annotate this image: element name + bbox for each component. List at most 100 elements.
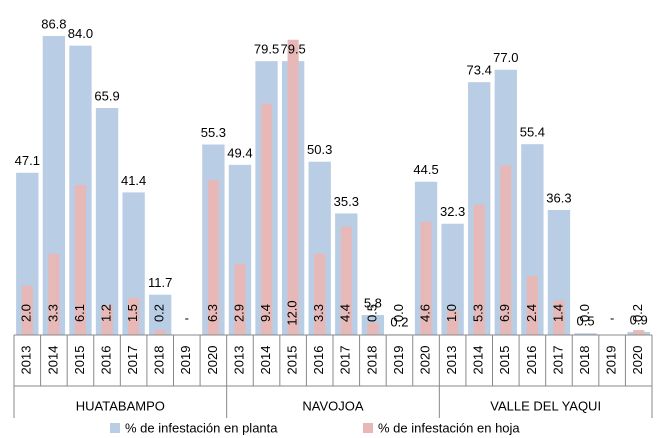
data-label: 0.5 bbox=[364, 304, 379, 322]
x-tick-label: 2013 bbox=[231, 346, 246, 375]
data-label: 55.4 bbox=[520, 125, 545, 140]
x-tick-label: 2019 bbox=[391, 346, 406, 375]
data-label: 12.0 bbox=[285, 300, 300, 325]
data-label: 55.3 bbox=[201, 125, 226, 140]
data-label: 47.1 bbox=[15, 153, 40, 168]
bar bbox=[101, 305, 113, 335]
data-label: 3.3 bbox=[311, 304, 326, 322]
data-label: 5.3 bbox=[471, 304, 486, 322]
data-label: 3.3 bbox=[45, 304, 60, 322]
legend-swatch bbox=[110, 423, 120, 433]
x-tick-label: 2018 bbox=[152, 346, 167, 375]
bar bbox=[314, 253, 326, 335]
x-tick-label: 2015 bbox=[285, 346, 300, 375]
data-label: 4.6 bbox=[417, 304, 432, 322]
x-tick-label: 2018 bbox=[364, 346, 379, 375]
x-tick-label: 2020 bbox=[630, 346, 645, 375]
x-tick-label: 2015 bbox=[72, 346, 87, 375]
x-tick-label: 2015 bbox=[497, 346, 512, 375]
group-label: VALLE DEL YAQUI bbox=[490, 398, 601, 413]
bar bbox=[260, 103, 273, 335]
data-label: 0.2 bbox=[630, 304, 645, 322]
data-label: 2.4 bbox=[524, 304, 539, 322]
bar bbox=[48, 253, 60, 335]
data-label: 77.0 bbox=[493, 50, 518, 65]
data-label: - bbox=[185, 310, 189, 325]
data-label: 36.3 bbox=[546, 190, 571, 205]
bar bbox=[287, 39, 299, 336]
group-label: NAVOJOA bbox=[302, 398, 363, 413]
bar bbox=[21, 285, 33, 335]
data-label: 2.9 bbox=[231, 304, 246, 322]
data-label: 0.0 bbox=[577, 304, 592, 322]
data-label: 32.3 bbox=[440, 204, 465, 219]
data-label: 86.8 bbox=[41, 16, 66, 31]
bar bbox=[574, 333, 597, 335]
bar bbox=[473, 204, 485, 335]
bar bbox=[149, 294, 172, 335]
data-label: 0.0 bbox=[391, 304, 406, 322]
data-label: 0.5 bbox=[577, 314, 595, 329]
data-label: 0.2 bbox=[390, 315, 408, 330]
bar bbox=[526, 275, 538, 335]
bar bbox=[633, 330, 645, 335]
data-label: 11.7 bbox=[148, 275, 172, 290]
bar bbox=[128, 298, 140, 335]
bar bbox=[234, 263, 246, 335]
data-label: 5.8 bbox=[364, 295, 382, 310]
x-tick-label: 2017 bbox=[550, 346, 565, 375]
legend-label: % de infestación en planta bbox=[125, 420, 278, 435]
x-tick-label: 2019 bbox=[178, 346, 193, 375]
x-tick-label: 2016 bbox=[98, 346, 113, 375]
data-label: 84.0 bbox=[68, 26, 93, 41]
x-tick-label: 2020 bbox=[205, 346, 220, 375]
data-label: 6.3 bbox=[205, 304, 220, 322]
data-label: 1.0 bbox=[444, 304, 459, 322]
data-label: - bbox=[610, 310, 614, 325]
data-label: 0.9 bbox=[630, 312, 648, 327]
x-tick-label: 2014 bbox=[471, 346, 486, 375]
x-tick-label: 2018 bbox=[577, 346, 592, 375]
data-label: 44.5 bbox=[413, 162, 438, 177]
group-label: HUATABAMPO bbox=[76, 398, 165, 413]
bar bbox=[447, 310, 459, 335]
x-tick-label: 2017 bbox=[338, 346, 353, 375]
bar bbox=[367, 322, 379, 335]
x-tick-label: 2016 bbox=[311, 346, 326, 375]
data-label: 9.4 bbox=[258, 304, 273, 322]
data-label: 1.2 bbox=[98, 304, 113, 322]
x-tick-label: 2019 bbox=[604, 346, 619, 375]
bar bbox=[154, 330, 166, 335]
bar bbox=[95, 108, 119, 335]
data-label: 65.9 bbox=[94, 88, 119, 103]
data-label: 2.0 bbox=[19, 304, 34, 322]
data-label: 0.2 bbox=[152, 304, 167, 322]
data-label: 1.5 bbox=[125, 304, 140, 322]
data-label: 41.4 bbox=[121, 173, 146, 188]
x-tick-label: 2017 bbox=[125, 346, 140, 375]
x-tick-label: 2013 bbox=[444, 346, 459, 375]
x-tick-label: 2013 bbox=[19, 346, 34, 375]
x-tick-label: 2014 bbox=[258, 346, 273, 375]
data-label: 4.4 bbox=[338, 304, 353, 322]
data-label: 35.3 bbox=[334, 194, 359, 209]
bar bbox=[74, 184, 87, 335]
x-tick-label: 2014 bbox=[45, 346, 60, 375]
legend-swatch bbox=[363, 423, 373, 433]
bar bbox=[553, 300, 565, 335]
data-label: 6.9 bbox=[497, 304, 512, 322]
data-label: 1.4 bbox=[550, 304, 565, 322]
data-label: 49.4 bbox=[227, 145, 252, 160]
data-label: 6.1 bbox=[72, 304, 87, 322]
x-tick-label: 2016 bbox=[524, 346, 539, 375]
legend-label: % de infestación en hoja bbox=[378, 420, 520, 435]
bar bbox=[500, 165, 512, 335]
bar bbox=[340, 226, 352, 335]
bar bbox=[420, 221, 432, 335]
bar bbox=[207, 180, 219, 335]
data-label: 73.4 bbox=[467, 63, 492, 78]
data-label: 79.5 bbox=[280, 42, 305, 57]
bar bbox=[441, 223, 464, 335]
data-label: 50.3 bbox=[307, 142, 332, 157]
